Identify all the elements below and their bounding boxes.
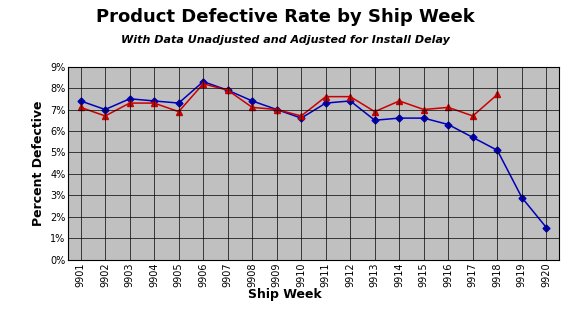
Text: Ship Week: Ship Week [248, 288, 322, 301]
Adjusted [470, 114, 477, 118]
Unadjusted [470, 136, 477, 140]
Unadjusted [543, 225, 550, 229]
Unadjusted [78, 99, 84, 103]
Unadjusted [372, 118, 378, 122]
Unadjusted [347, 99, 354, 103]
Adjusted [225, 88, 231, 92]
Unadjusted [200, 80, 207, 84]
Unadjusted [102, 108, 109, 112]
Unadjusted [274, 108, 280, 112]
Adjusted [127, 101, 133, 105]
Adjusted [445, 105, 452, 109]
Adjusted [494, 93, 501, 97]
Adjusted [396, 99, 403, 103]
Adjusted [347, 95, 354, 99]
Unadjusted [150, 99, 157, 103]
Adjusted [102, 114, 109, 118]
Unadjusted [249, 99, 256, 103]
Y-axis label: Percent Defective: Percent Defective [32, 101, 44, 226]
Unadjusted [225, 88, 231, 92]
Unadjusted [445, 123, 452, 127]
Unadjusted [396, 116, 403, 120]
Adjusted [150, 101, 157, 105]
Adjusted [421, 108, 428, 112]
Unadjusted [298, 116, 304, 120]
Adjusted [200, 82, 207, 86]
Unadjusted [127, 97, 133, 101]
Text: With Data Unadjusted and Adjusted for Install Delay: With Data Unadjusted and Adjusted for In… [121, 35, 449, 45]
Adjusted [274, 108, 280, 112]
Adjusted [176, 110, 182, 114]
Unadjusted [176, 101, 182, 105]
Adjusted [78, 105, 84, 109]
Line: Unadjusted: Unadjusted [78, 79, 549, 230]
Adjusted [323, 95, 329, 99]
Line: Adjusted: Adjusted [78, 81, 500, 119]
Adjusted [249, 105, 256, 109]
Unadjusted [421, 116, 428, 120]
Adjusted [298, 114, 304, 118]
Text: Product Defective Rate by Ship Week: Product Defective Rate by Ship Week [96, 8, 474, 26]
Unadjusted [323, 101, 329, 105]
Unadjusted [519, 195, 526, 199]
Unadjusted [494, 148, 501, 152]
Adjusted [372, 110, 378, 114]
